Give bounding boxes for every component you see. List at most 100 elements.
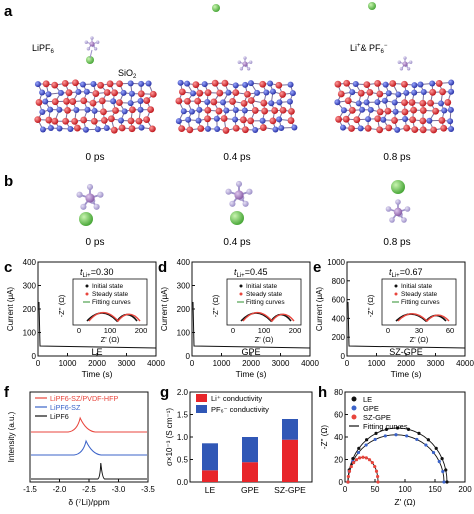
panel-f-curve-2 — [31, 462, 147, 480]
panel-label-h: h — [318, 384, 327, 401]
panel-e-sample-label: SZ-GPE — [389, 347, 423, 357]
panel-c-ytick: 400 — [23, 258, 37, 267]
panel-h-legend-0: LE — [363, 395, 372, 404]
panel-d-xtick: 0 — [190, 359, 195, 368]
panel-g-bar-GPE-1 — [242, 437, 258, 463]
panel-h-point — [415, 437, 419, 442]
panel-f-xtick: -3.5 — [141, 485, 155, 494]
panel-e-xtick: 4000 — [456, 359, 474, 368]
panel-d-inset-xtick: 0 — [231, 326, 235, 335]
panel-g-bar-LE-1 — [202, 443, 218, 471]
panel-c-xtick: 0 — [36, 359, 41, 368]
panel-h-xtick: 100 — [398, 485, 412, 494]
panel-d-ytick: 0 — [186, 352, 191, 361]
panel-h-point — [374, 431, 378, 435]
panel-d-ytick: 300 — [177, 282, 191, 291]
panel-e-inset-xtick: 60 — [446, 326, 454, 335]
panel-g-legend-swatch-0 — [196, 394, 207, 402]
panel-d-inset-curve-steady — [242, 311, 295, 323]
panel-h-point — [361, 455, 365, 459]
panel-h-point — [365, 438, 369, 442]
panel-d-xtick: 2000 — [242, 359, 260, 368]
panel-d-legend-fitting: Fitting curves — [246, 299, 285, 306]
panel-c-inset-ylabel: -Z'' (Ω) — [57, 294, 66, 317]
panel-f-curve-1 — [31, 439, 147, 456]
panel-g-ytick: 2.0 — [177, 388, 189, 397]
panel-h-point — [346, 480, 350, 484]
panel-e-legend-initial: Initial state — [401, 283, 432, 290]
panel-a-molecules — [84, 2, 413, 71]
panel-h-point — [395, 426, 400, 430]
li-ion-b2 — [391, 180, 405, 194]
panel-h-point — [376, 474, 380, 479]
panel-f-legend-0: LiPF6-SZ/PVDF-HFP — [50, 394, 118, 403]
panel-h-point — [357, 446, 361, 450]
label-li-pf6: Li+& PF6− — [350, 43, 388, 55]
panel-g-legend-0: Li⁺ conductivity — [211, 394, 262, 403]
panel-e-inset-xtick: 0 — [386, 326, 390, 335]
panel-e-inset-xlabel: Z' (Ω) — [410, 335, 429, 344]
panel-label-g: g — [160, 384, 169, 401]
panel-h-point — [431, 450, 436, 455]
panel-e-inset-xtick: 30 — [415, 326, 423, 335]
panel-h-point — [426, 438, 430, 442]
panel-label-e: e — [313, 259, 321, 276]
panel-c-inset-xtick: 200 — [135, 326, 148, 335]
panel-h-ytick: 80 — [334, 388, 343, 397]
panel-h-fit-0 — [347, 427, 448, 483]
panel-e-legend-steady: Steady state — [401, 291, 438, 298]
li-ion-b1 — [230, 211, 244, 225]
panel-h-point — [417, 431, 421, 435]
pf6-molecule-a1 — [237, 56, 253, 71]
sio2-slab-0 — [34, 79, 157, 134]
panel-d-legend-steady: Steady state — [246, 291, 283, 298]
panel-h-xtick: 150 — [428, 485, 442, 494]
panel-e-inset-ylabel: -Z'' (Ω) — [366, 294, 375, 317]
panel-c-current-trace — [38, 301, 157, 349]
panel-e-transference: tLi+=0.67 — [389, 267, 422, 279]
pf6-molecule-a2 — [397, 56, 413, 71]
panel-d-inset-xtick: 100 — [258, 326, 271, 335]
panel-f-xtick: -2.5 — [82, 485, 96, 494]
li-ion-a0 — [86, 56, 94, 64]
panel-h-point — [441, 469, 445, 474]
panel-e-legend-fitting: Fitting curves — [401, 299, 440, 306]
panel-c-xtick: 2000 — [88, 359, 106, 368]
pf6-molecule-b2 — [385, 199, 411, 223]
panel-c-xtick: 1000 — [59, 359, 77, 368]
panel-h-point — [437, 459, 441, 464]
panel-h-point — [405, 434, 409, 438]
panel-h-point — [349, 464, 353, 469]
panel-label-a: a — [4, 3, 13, 20]
panel-h-ylabel: -Z'' (Ω) — [320, 425, 329, 449]
panel-e-inset-curve-steady — [397, 312, 450, 323]
panel-c-legend-fitting: Fitting curves — [92, 299, 131, 306]
pf6-molecule-b1 — [225, 180, 253, 207]
panel-c-ytick: 100 — [23, 329, 37, 338]
panel-h-point — [356, 450, 361, 455]
panel-c-xtick: 4000 — [147, 359, 165, 368]
li-ion-a1 — [212, 4, 220, 12]
panel-a-time-0: 0 ps — [86, 152, 105, 163]
panel-h-xtick: 0 — [343, 485, 348, 494]
panel-e-xtick: 1000 — [368, 359, 386, 368]
panel-label-b: b — [4, 173, 13, 190]
pf6-molecule-a0 — [84, 36, 100, 51]
panel-h-point — [374, 469, 379, 473]
panel-h-point — [383, 434, 387, 438]
panel-label-f: f — [4, 384, 10, 401]
panel-label-d: d — [158, 259, 167, 276]
panel-e-xtick: 3000 — [427, 359, 445, 368]
panel-g-ytick: 0.0 — [177, 478, 189, 487]
pf6-molecule-b0 — [76, 183, 104, 210]
panel-h-point — [394, 433, 398, 437]
panel-b-time-2: 0.8 ps — [383, 237, 410, 248]
panel-c-xlabel: Time (s) — [82, 369, 113, 379]
panel-g-bar-GPE-0 — [242, 462, 258, 482]
panel-f-legend-2: LiPF6 — [50, 412, 69, 421]
panel-f-xtick: -2.0 — [53, 485, 67, 494]
panel-h-point — [364, 456, 368, 460]
panel-a-time-1: 0.4 ps — [223, 152, 250, 163]
